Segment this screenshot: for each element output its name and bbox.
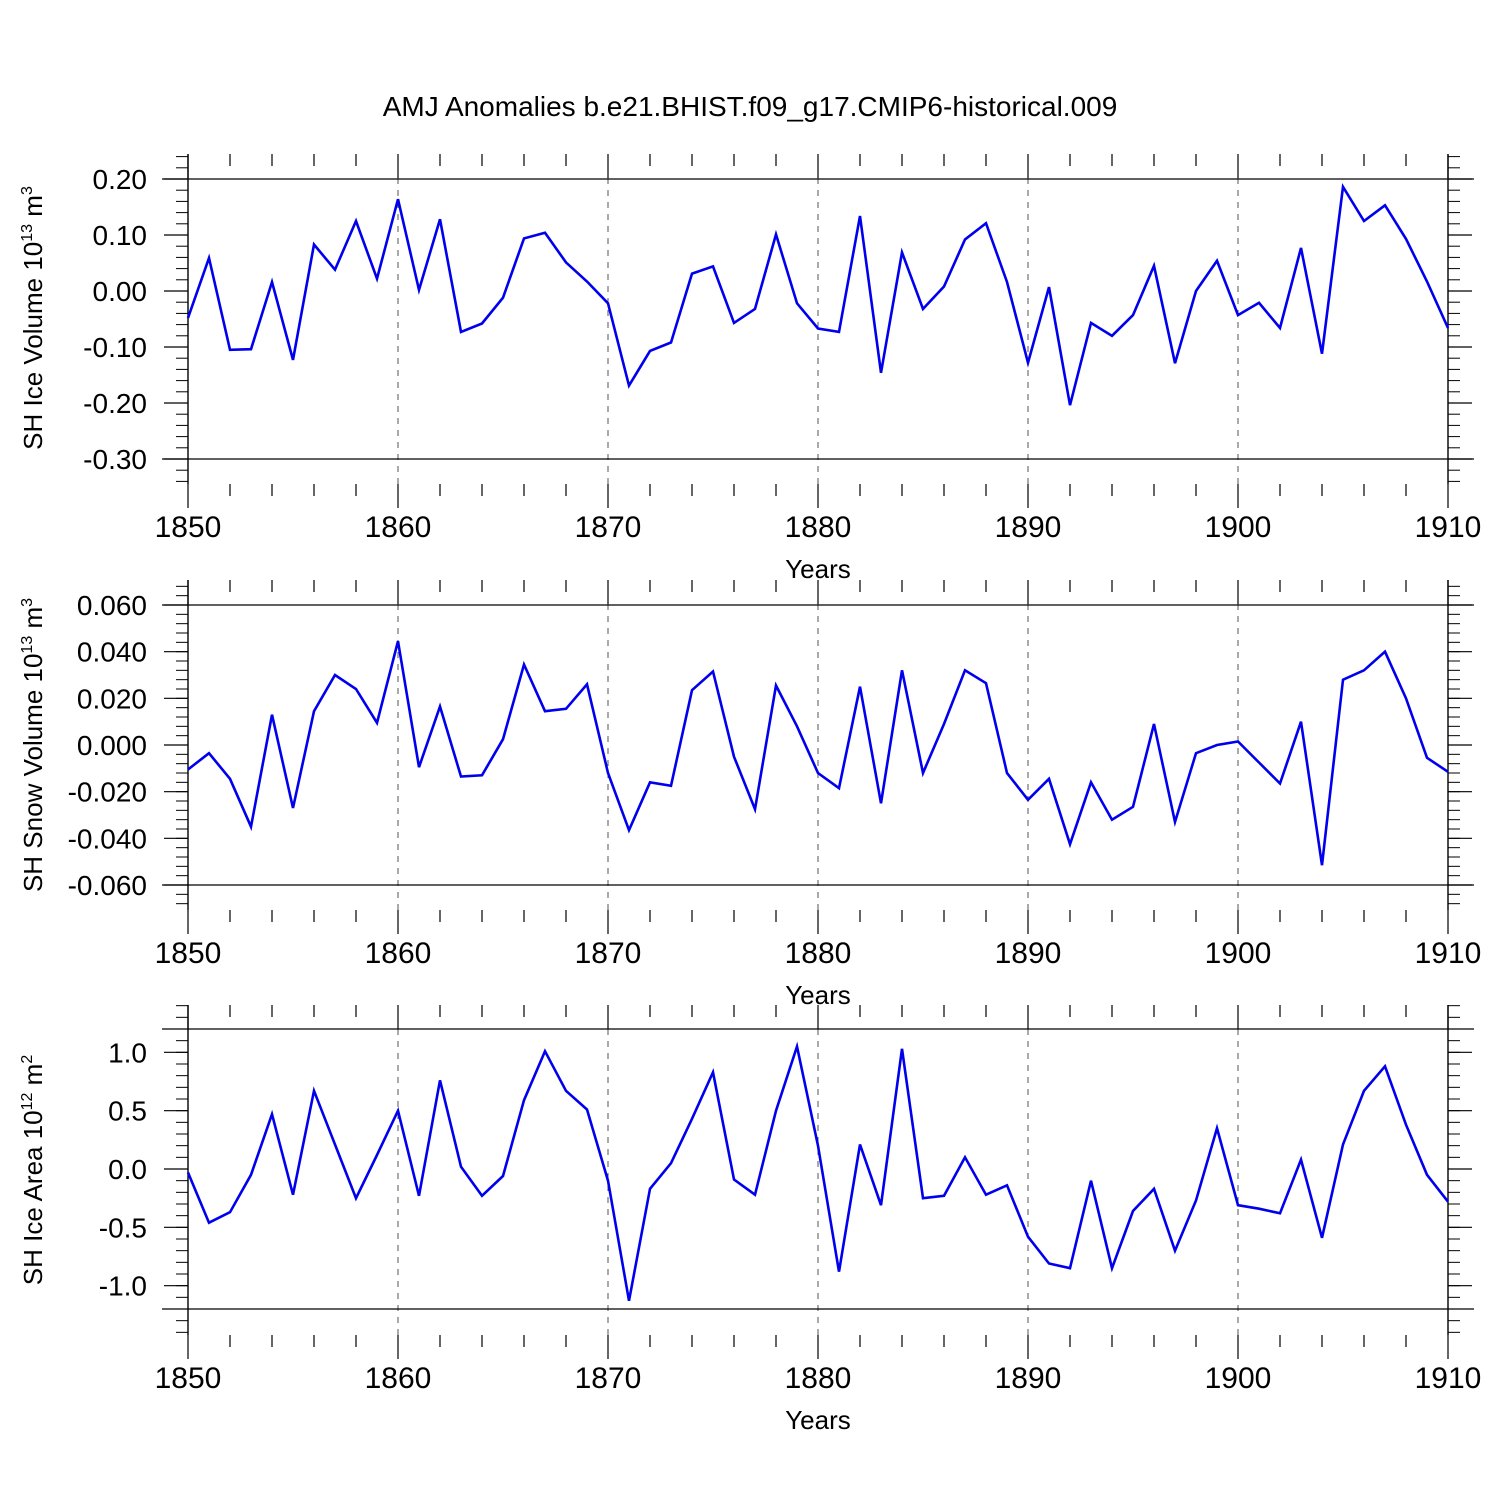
- snow-volume-ytick-label: -0.040: [68, 823, 147, 854]
- ice-volume-xtick-label: 1850: [155, 511, 222, 544]
- ice-volume-xtick-label: 1880: [785, 511, 852, 544]
- ice-volume-xtick-label: 1870: [575, 511, 642, 544]
- snow-volume-ytick-label: 0.000: [77, 730, 147, 761]
- ice-area-xtick-label: 1850: [155, 1362, 222, 1395]
- ice-area-ytick-label: 1.0: [108, 1037, 147, 1068]
- ice-volume-xtick-label: 1900: [1205, 511, 1272, 544]
- snow-volume-xtick-label: 1850: [155, 937, 222, 970]
- ice-volume-ytick-label: 0.00: [93, 276, 148, 307]
- ice-volume-xtick-label: 1860: [365, 511, 432, 544]
- ice-area-xtick-label: 1910: [1415, 1362, 1482, 1395]
- ice-area-ytick-label: 0.5: [108, 1096, 147, 1127]
- snow-volume-xtick-label: 1890: [995, 937, 1062, 970]
- ice-area-ytick-label: 0.0: [108, 1154, 147, 1185]
- snow-volume-series-line: [187, 640, 1449, 866]
- snow-volume-xtick-label: 1910: [1415, 937, 1482, 970]
- snow-volume-ylabel: SH Snow Volume 1013 m3: [18, 598, 48, 892]
- snow-volume-ytick-label: -0.060: [68, 870, 147, 901]
- snow-volume-ylabel-unit-exp: 3: [19, 598, 36, 607]
- ice-area-ylabel-text: SH Ice Area 10: [18, 1110, 48, 1285]
- ice-volume-xtick-label: 1890: [995, 511, 1062, 544]
- ice-volume-xtick-label: 1910: [1415, 511, 1482, 544]
- ice-area-series-line: [186, 1041, 1450, 1302]
- ice-area-xtick-label: 1860: [365, 1362, 432, 1395]
- snow-volume-ytick-label: 0.060: [77, 590, 147, 621]
- ice-volume-ylabel-unit-exp: 3: [19, 186, 36, 195]
- ice-volume-xlabel: Years: [785, 554, 851, 584]
- ice-area-xtick-label: 1880: [785, 1362, 852, 1395]
- snow-volume-xtick-label: 1880: [785, 937, 852, 970]
- ice-area-xtick-label: 1900: [1205, 1362, 1272, 1395]
- ice-volume-ytick-label: 0.10: [93, 220, 148, 251]
- ice-area-ylabel-exp: 12: [19, 1092, 36, 1110]
- ice-area-ylabel-unit-exp: 2: [19, 1055, 36, 1064]
- snow-volume-ylabel-unit: m: [18, 607, 48, 636]
- snow-volume-xtick-label: 1860: [365, 937, 432, 970]
- ice-area-ytick-label: -1.0: [99, 1271, 147, 1302]
- ice-area-xtick-label: 1870: [575, 1362, 642, 1395]
- ice-volume-ylabel-exp: 13: [19, 224, 36, 242]
- panel-snow-volume: -0.060 -0.040 -0.020 0.000 0.020 0.040 0.060 18…: [18, 580, 1481, 1010]
- snow-volume-xtick-label: 1870: [575, 937, 642, 970]
- ice-area-xtick-label: 1890: [995, 1362, 1062, 1395]
- snow-volume-ytick-label: 0.020: [77, 683, 147, 714]
- ice-volume-ylabel-text: SH Ice Volume 10: [18, 242, 48, 450]
- panel-ice-area: -1.0 -0.5 0.0 0.5 1.0 1850 1860 1870 1880 1890 190…: [18, 1005, 1481, 1435]
- ice-volume-ytick-label: -0.30: [83, 444, 147, 475]
- ice-volume-ylabel-unit: m: [18, 195, 48, 224]
- snow-volume-ytick-label: -0.020: [68, 777, 147, 808]
- ice-volume-ytick-label: -0.20: [83, 388, 147, 419]
- figure-title: AMJ Anomalies b.e21.BHIST.f09_g17.CMIP6-…: [383, 91, 1118, 122]
- ice-area-ylabel: SH Ice Area 1012 m2: [18, 1055, 48, 1286]
- ice-area-ytick-label: -0.5: [99, 1212, 147, 1243]
- ice-area-xlabel: Years: [785, 1405, 851, 1435]
- snow-volume-xtick-label: 1900: [1205, 937, 1272, 970]
- snow-volume-ytick-label: 0.040: [77, 637, 147, 668]
- snow-volume-ylabel-exp: 13: [19, 636, 36, 654]
- ice-volume-ytick-label: -0.10: [83, 332, 147, 363]
- snow-volume-ylabel-text: SH Snow Volume 10: [18, 654, 48, 892]
- panel-ice-volume: -0.30 -0.20 -0.10 0.00 0.10 0.20 1850 1860 1870 1…: [18, 154, 1481, 584]
- ice-volume-series-line: [186, 182, 1450, 406]
- ice-volume-ytick-label: 0.20: [93, 164, 148, 195]
- ice-volume-ylabel: SH Ice Volume 1013 m3: [18, 186, 48, 450]
- ice-area-ylabel-unit: m: [18, 1064, 48, 1093]
